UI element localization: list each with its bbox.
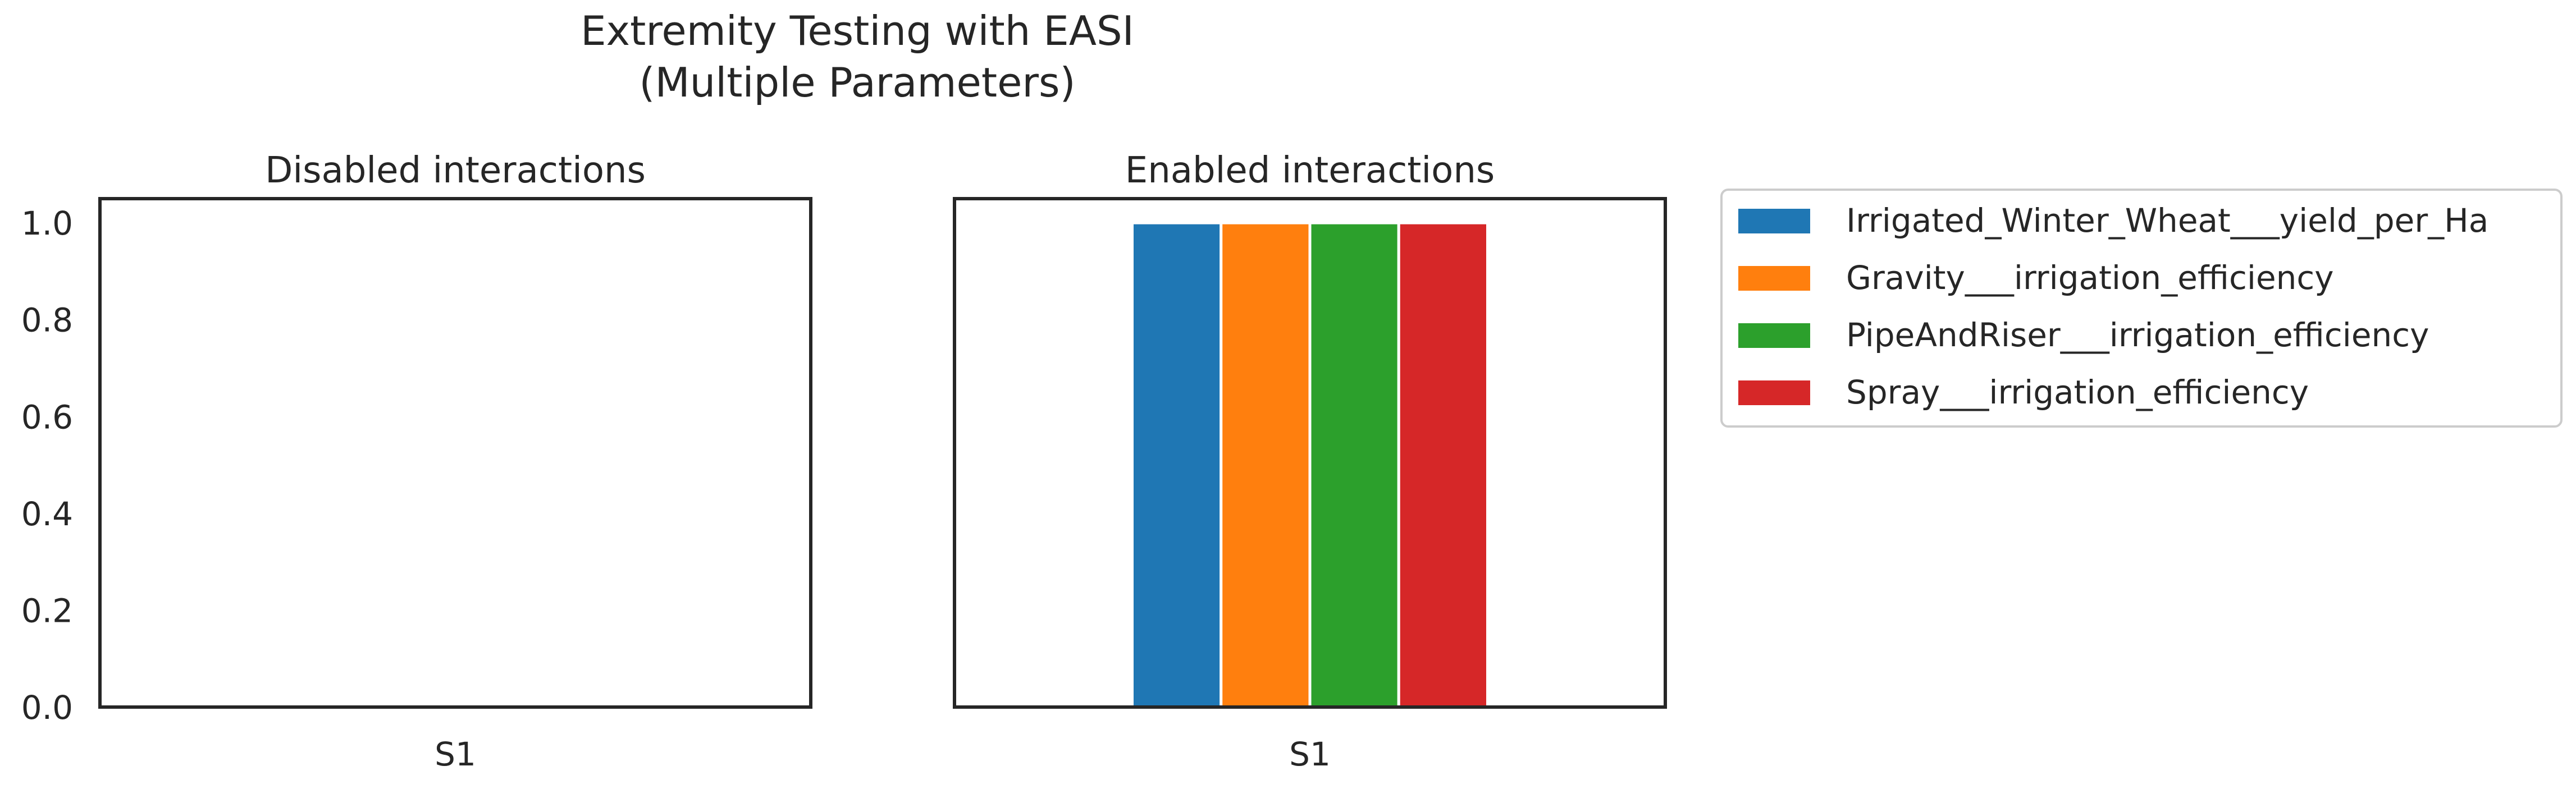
disabled-interactions-y-ticks: 0.0 0.2 0.4 0.6 0.8 1.0	[21, 204, 73, 727]
enabled-interactions-panel: Enabled interactions S1	[953, 150, 1667, 773]
enabled-interactions-x-ticks: S1	[1289, 735, 1331, 773]
legend-frame	[1720, 189, 2563, 428]
legend-label: Irrigated_Winter_Wheat___yield_per_Ha	[1846, 201, 2488, 240]
y-tick-label: 0.0	[21, 689, 73, 727]
y-tick-label: 0.8	[21, 301, 73, 340]
enabled-interactions-frame	[953, 197, 1667, 709]
x-tick-label: S1	[1289, 735, 1331, 773]
disabled-interactions-frame	[98, 197, 812, 709]
legend-swatch	[1738, 266, 1810, 291]
y-tick-label: 0.4	[21, 495, 73, 533]
figure-title-line2: (Multiple Parameters)	[639, 59, 1075, 106]
legend-swatch	[1738, 380, 1810, 405]
legend-swatch	[1738, 323, 1810, 348]
y-tick-label: 0.2	[21, 591, 73, 630]
legend-label: Gravity___irrigation_efficiency	[1846, 259, 2334, 297]
legend-label: Spray___irrigation_efficiency	[1846, 373, 2309, 411]
y-tick-label: 1.0	[21, 204, 73, 242]
bar-pipeandriser-irrigation-efficiency-s1	[1308, 221, 1400, 709]
figure-title-line1: Extremity Testing with EASI	[581, 7, 1134, 54]
y-tick-label: 0.6	[21, 398, 73, 436]
legend-swatch	[1738, 209, 1810, 233]
disabled-interactions-title: Disabled interactions	[265, 150, 646, 191]
disabled-interactions-x-ticks: S1	[435, 735, 476, 773]
bar-gravity-irrigation-efficiency-s1	[1220, 221, 1312, 709]
enabled-interactions-bars	[1131, 221, 1489, 709]
legend-label: PipeAndRiser___irrigation_efficiency	[1846, 316, 2429, 354]
x-tick-label: S1	[435, 735, 476, 773]
bar-irrigated-winter-wheat-yield-per-ha-s1	[1131, 221, 1223, 709]
bar-spray-irrigation-efficiency-s1	[1397, 221, 1489, 709]
disabled-interactions-panel: Disabled interactions 0.0 0.2 0.4 0.6 0.8 1.0…	[21, 150, 812, 773]
legend: Irrigated_Winter_Wheat___yield_per_Ha Gra…	[1720, 189, 2563, 428]
enabled-interactions-title: Enabled interactions	[1125, 150, 1495, 191]
